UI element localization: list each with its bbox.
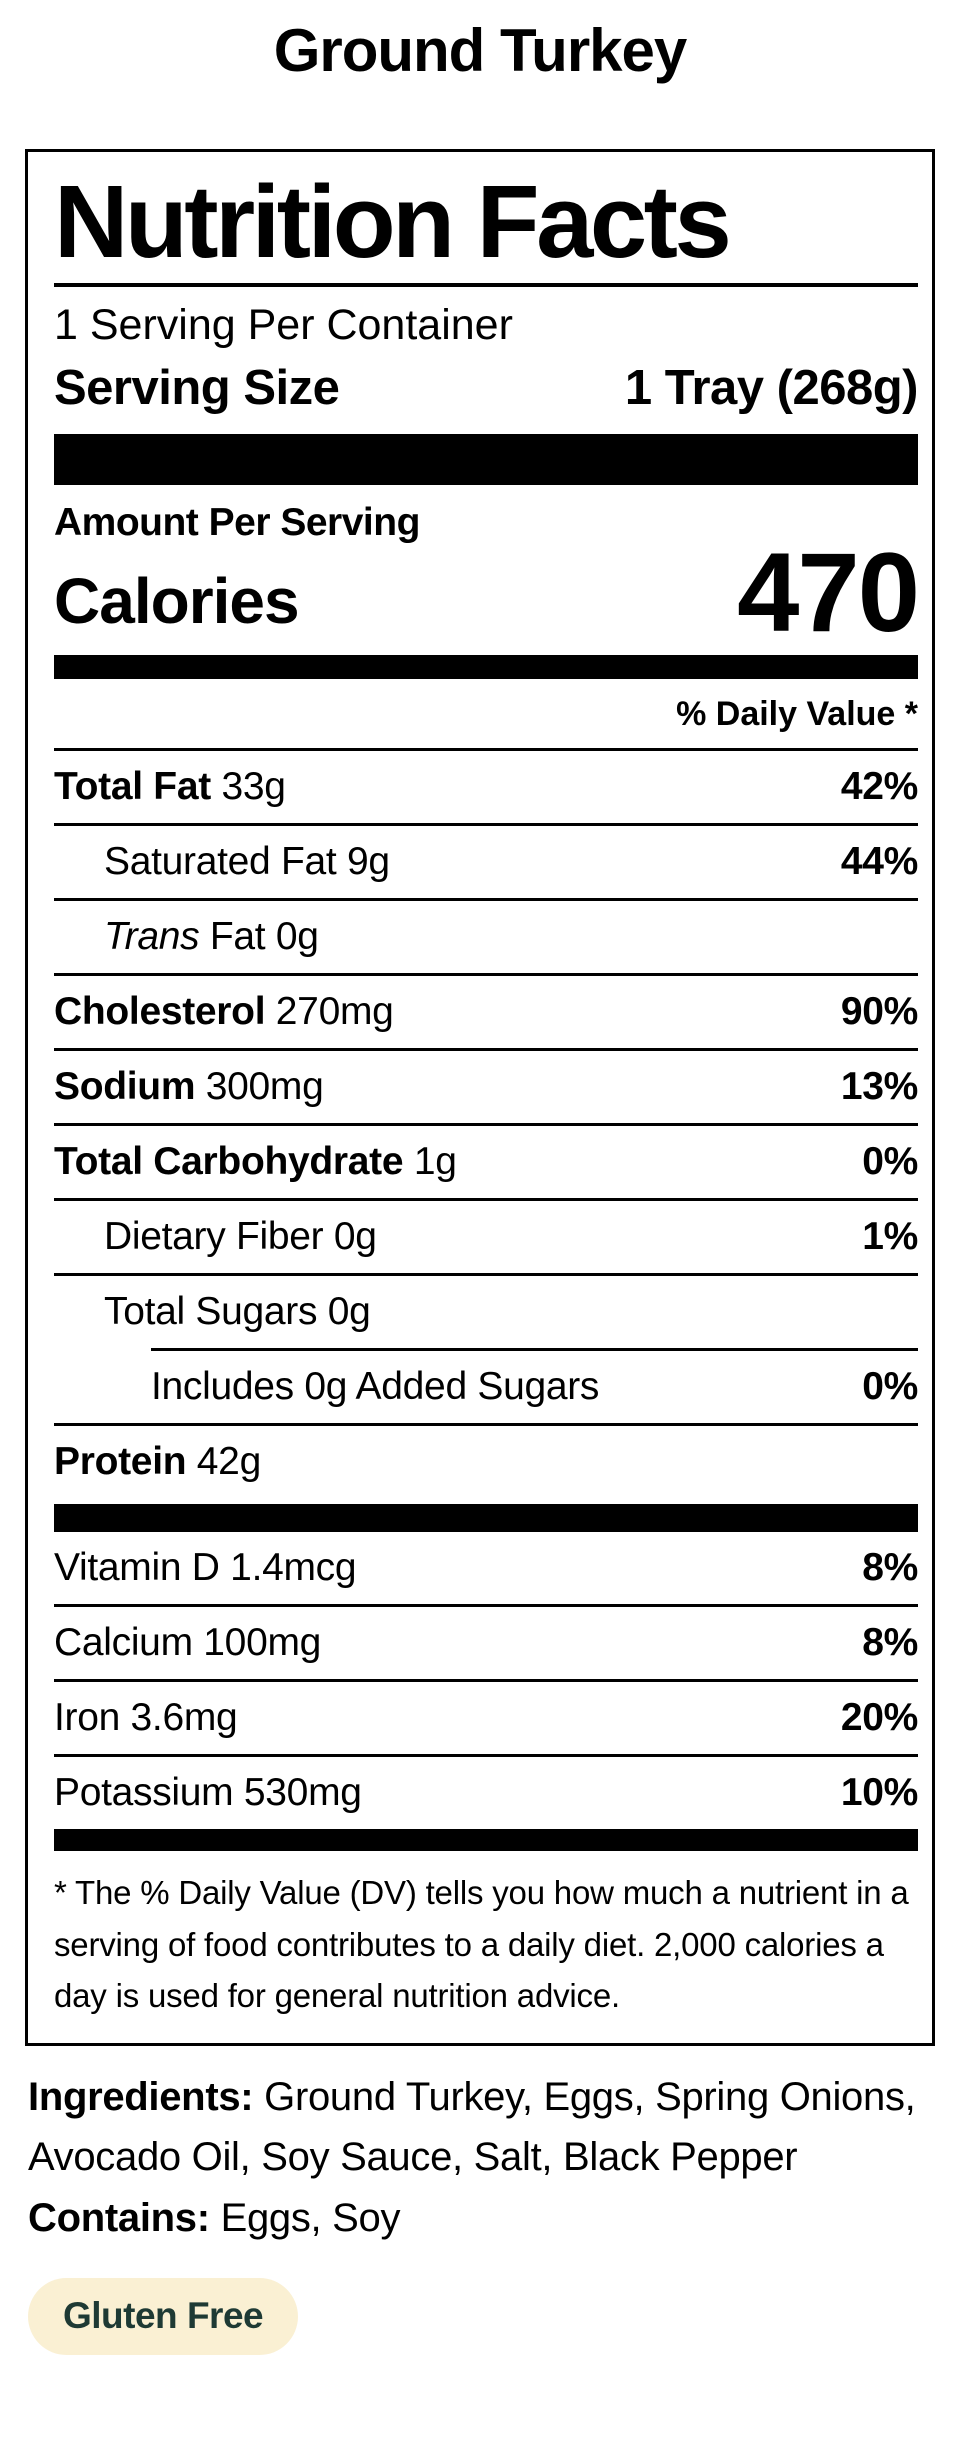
calories-row: Calories 470 xyxy=(54,530,920,656)
nutrient-label: Dietary Fiber xyxy=(104,1215,324,1259)
nutrient-row-trans-fat: Trans Fat 0g xyxy=(54,901,918,973)
nutrient-name: Sodium 300mg xyxy=(54,1065,324,1109)
vitamin-dv: 8% xyxy=(862,1621,918,1665)
daily-value-header: % Daily Value * xyxy=(676,695,918,734)
nutrient-dv: 1% xyxy=(862,1215,918,1259)
nutrient-amount: Fat 0g xyxy=(209,915,319,959)
serving-size-value: 1 Tray (268g) xyxy=(624,361,919,416)
gluten-free-badge: Gluten Free xyxy=(28,2278,299,2356)
serving-size-label: Serving Size xyxy=(54,361,340,416)
separator xyxy=(54,1198,918,1202)
title-divider xyxy=(54,283,918,288)
vitamin-row-potassium: Potassium 530mg 10% xyxy=(54,1757,918,1829)
nutrient-label: Saturated Fat xyxy=(104,840,337,884)
amount-per-serving-label: Amount Per Serving xyxy=(54,501,420,545)
nutrient-dv: 42% xyxy=(840,765,918,809)
nutrition-facts-title: Nutrition Facts xyxy=(54,164,732,279)
separator xyxy=(54,973,918,977)
nutrient-amount: 42g xyxy=(196,1440,261,1484)
separator xyxy=(54,1604,918,1608)
thick-divider-bar xyxy=(54,434,918,486)
separator xyxy=(54,748,918,752)
separator xyxy=(54,1048,918,1052)
thick-divider-bar xyxy=(54,1504,918,1533)
nutrient-label: Total Sugars xyxy=(104,1290,318,1334)
vitamin-dv: 8% xyxy=(862,1546,918,1590)
nutrient-dv: 90% xyxy=(840,990,918,1034)
separator xyxy=(54,1123,918,1127)
medium-divider-bar xyxy=(54,1829,918,1852)
nutrient-row-added-sugars: Includes 0g Added Sugars 0% xyxy=(54,1351,918,1423)
nutrient-amount: 33g xyxy=(221,765,286,809)
nutrient-dv: 13% xyxy=(840,1065,918,1109)
nutrient-label: Sodium xyxy=(54,1065,196,1109)
contains-value: Eggs, Soy xyxy=(220,2195,401,2240)
calories-label: Calories xyxy=(54,565,300,638)
separator xyxy=(54,1273,918,1277)
contains-line: Contains: Eggs, Soy xyxy=(28,2189,932,2248)
nutrient-label: Total Carbohydrate xyxy=(54,1140,404,1184)
nutrient-row-sodium: Sodium 300mg 13% xyxy=(54,1051,918,1123)
nutrient-name: Trans Fat 0g xyxy=(54,915,319,959)
separator xyxy=(54,1423,918,1427)
nutrient-name: Cholesterol 270mg xyxy=(54,990,394,1034)
serving-size-row: Serving Size 1 Tray (268g) xyxy=(54,360,919,416)
nutrient-dv: 0% xyxy=(862,1140,918,1184)
vitamin-name: Iron 3.6mg xyxy=(54,1696,238,1740)
ingredients-value: Ground Turkey, Eggs, Spring Onions, Avoc… xyxy=(28,2075,916,2179)
nutrient-amount: 0g xyxy=(327,1290,371,1334)
nutrient-name: Includes 0g Added Sugars xyxy=(54,1365,599,1409)
calories-value: 470 xyxy=(737,530,920,656)
nutrient-row-total-sugars: Total Sugars 0g xyxy=(54,1276,918,1348)
nutrient-label: Includes 0g Added Sugars xyxy=(151,1365,600,1409)
nutrient-amount: 300mg xyxy=(205,1065,324,1109)
vitamin-row-calcium: Calcium 100mg 8% xyxy=(54,1607,918,1679)
daily-value-footnote: * The % Daily Value (DV) tells you how m… xyxy=(54,1874,909,2014)
nutrient-name: Total Carbohydrate 1g xyxy=(54,1140,457,1184)
vitamin-row-iron: Iron 3.6mg 20% xyxy=(54,1682,918,1754)
nutrient-label: Total Fat xyxy=(54,765,211,809)
ingredients-label: Ingredients: xyxy=(28,2075,254,2120)
separator xyxy=(54,898,918,902)
vitamin-row-vitamin-d: Vitamin D 1.4mcg 8% xyxy=(54,1532,918,1604)
nutrient-amount: 9g xyxy=(346,840,390,884)
vitamin-name: Vitamin D 1.4mcg xyxy=(54,1546,357,1590)
separator xyxy=(54,823,918,827)
nutrient-name: Dietary Fiber 0g xyxy=(54,1215,377,1259)
nutrition-facts-panel: Nutrition Facts 1 Serving Per Container … xyxy=(25,149,935,2047)
nutrient-row-dietary-fiber: Dietary Fiber 0g 1% xyxy=(54,1201,918,1273)
separator xyxy=(54,1679,918,1683)
ingredients-line: Ingredients: Ground Turkey, Eggs, Spring… xyxy=(28,2068,932,2186)
nutrient-row-total-carbohydrate: Total Carbohydrate 1g 0% xyxy=(54,1126,918,1198)
vitamin-name: Calcium 100mg xyxy=(54,1621,322,1665)
nutrient-label: Cholesterol xyxy=(54,990,266,1034)
nutrient-name: Total Sugars 0g xyxy=(54,1290,371,1334)
separator-indented xyxy=(151,1348,918,1352)
nutrient-amount: 0g xyxy=(333,1215,377,1259)
nutrient-row-cholesterol: Cholesterol 270mg 90% xyxy=(54,976,918,1048)
servings-per-container: 1 Serving Per Container xyxy=(54,301,513,350)
nutrient-label: Protein xyxy=(54,1440,187,1484)
separator xyxy=(54,1754,918,1758)
nutrient-row-protein: Protein 42g xyxy=(54,1426,918,1498)
nutrient-dv: 44% xyxy=(840,840,918,884)
vitamin-dv: 20% xyxy=(840,1696,918,1740)
nutrient-row-total-fat: Total Fat 33g 42% xyxy=(54,751,918,823)
vitamin-dv: 10% xyxy=(840,1771,918,1815)
ingredients-section: Ingredients: Ground Turkey, Eggs, Spring… xyxy=(28,2068,932,2248)
nutrient-row-saturated-fat: Saturated Fat 9g 44% xyxy=(54,826,918,898)
nutrient-name: Saturated Fat 9g xyxy=(54,840,390,884)
nutrient-dv: 0% xyxy=(862,1365,918,1409)
nutrient-name: Protein 42g xyxy=(54,1440,261,1484)
nutrient-label: Trans xyxy=(104,915,200,959)
nutrient-amount: 270mg xyxy=(275,990,394,1034)
vitamin-name: Potassium 530mg xyxy=(54,1771,362,1815)
contains-label: Contains: xyxy=(28,2195,210,2240)
badge-row: Gluten Free xyxy=(28,2278,960,2356)
nutrient-name: Total Fat 33g xyxy=(54,765,286,809)
medium-divider-bar xyxy=(54,655,918,680)
product-title: Ground Turkey xyxy=(273,17,688,84)
nutrient-amount: 1g xyxy=(413,1140,457,1184)
